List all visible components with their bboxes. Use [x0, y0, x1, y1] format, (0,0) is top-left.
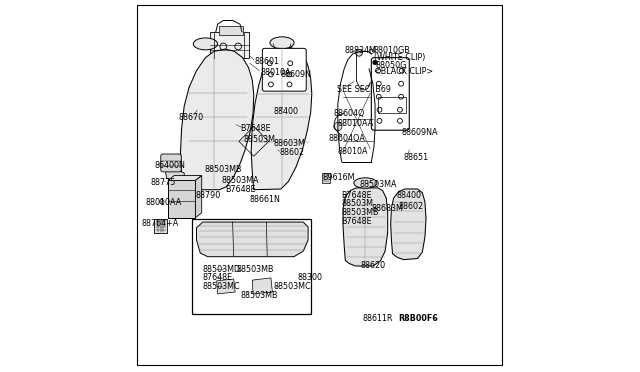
Text: 88010A: 88010A	[338, 147, 369, 156]
Polygon shape	[252, 278, 273, 294]
Ellipse shape	[373, 60, 378, 65]
Text: B7648E: B7648E	[225, 185, 256, 194]
Text: 88604Q: 88604Q	[333, 109, 364, 118]
Text: 88300: 88300	[298, 273, 323, 282]
Text: 88503MA: 88503MA	[221, 176, 259, 185]
Ellipse shape	[334, 122, 342, 131]
Ellipse shape	[270, 37, 294, 49]
Text: 88604QA: 88604QA	[328, 134, 365, 143]
Text: 88603M: 88603M	[273, 139, 305, 148]
Text: 88503MB: 88503MB	[236, 265, 274, 274]
Text: 88611R: 88611R	[363, 314, 393, 323]
Polygon shape	[251, 48, 312, 190]
Polygon shape	[180, 49, 254, 190]
Text: SEE SEC. B69: SEE SEC. B69	[337, 85, 391, 94]
Text: 88503MA: 88503MA	[359, 180, 397, 189]
FancyBboxPatch shape	[371, 58, 410, 130]
Text: 88400: 88400	[273, 107, 298, 116]
Ellipse shape	[369, 49, 374, 54]
Ellipse shape	[354, 178, 377, 188]
Text: 88661N: 88661N	[250, 195, 280, 203]
Text: <BLACK CLIP>: <BLACK CLIP>	[374, 67, 433, 76]
Polygon shape	[154, 219, 167, 232]
Text: 88775: 88775	[151, 178, 176, 187]
Text: 88609N: 88609N	[281, 70, 312, 79]
Text: 88503MD: 88503MD	[203, 265, 241, 274]
Text: 88010GB: 88010GB	[374, 46, 411, 55]
Text: 88010AA: 88010AA	[145, 198, 181, 207]
Text: 88503MB: 88503MB	[205, 165, 242, 174]
Text: 88764+A: 88764+A	[141, 219, 179, 228]
Bar	[191, 219, 310, 314]
Polygon shape	[211, 32, 250, 58]
Text: 88609NA: 88609NA	[402, 128, 438, 137]
Text: 88503MB: 88503MB	[342, 208, 379, 217]
Text: 88010AA: 88010AA	[338, 119, 374, 128]
Text: B7648E: B7648E	[342, 191, 372, 200]
Text: (WHITE CLIP): (WHITE CLIP)	[374, 53, 426, 62]
Text: B7648E: B7648E	[342, 217, 372, 226]
Text: 88620: 88620	[360, 262, 385, 270]
Text: 88010A: 88010A	[260, 68, 291, 77]
Polygon shape	[216, 279, 235, 294]
Text: 88670: 88670	[179, 113, 204, 122]
Text: 88400: 88400	[396, 191, 421, 200]
Text: 88602: 88602	[279, 148, 304, 157]
Ellipse shape	[159, 199, 164, 204]
Bar	[219, 26, 243, 35]
Text: 88683M: 88683M	[371, 204, 403, 213]
Polygon shape	[343, 188, 388, 266]
Bar	[378, 97, 406, 113]
Text: 87648E: 87648E	[203, 273, 233, 282]
Bar	[322, 173, 330, 183]
Text: 88601: 88601	[255, 57, 280, 66]
Text: 86400N: 86400N	[154, 161, 186, 170]
Polygon shape	[166, 168, 184, 180]
Text: 88834M: 88834M	[344, 46, 376, 55]
Ellipse shape	[193, 38, 218, 50]
Polygon shape	[168, 176, 202, 180]
Text: 88651: 88651	[404, 153, 429, 162]
Text: 88503MC: 88503MC	[203, 282, 241, 291]
Text: R8B00F6: R8B00F6	[398, 314, 438, 323]
Text: 88503MB: 88503MB	[240, 291, 278, 300]
FancyBboxPatch shape	[262, 48, 306, 91]
Text: 88503MC: 88503MC	[273, 282, 311, 291]
Polygon shape	[195, 176, 202, 218]
FancyBboxPatch shape	[161, 154, 181, 172]
Text: 88602: 88602	[398, 202, 423, 211]
Polygon shape	[390, 189, 426, 260]
Text: 88050G: 88050G	[375, 61, 406, 70]
Text: B9616M: B9616M	[322, 173, 355, 182]
Text: 88503M: 88503M	[342, 199, 374, 208]
Polygon shape	[168, 180, 195, 218]
Text: B7648E: B7648E	[240, 124, 271, 133]
Text: 88503M: 88503M	[244, 135, 276, 144]
Ellipse shape	[356, 49, 362, 56]
Text: 88790: 88790	[195, 191, 221, 200]
Polygon shape	[196, 222, 308, 257]
